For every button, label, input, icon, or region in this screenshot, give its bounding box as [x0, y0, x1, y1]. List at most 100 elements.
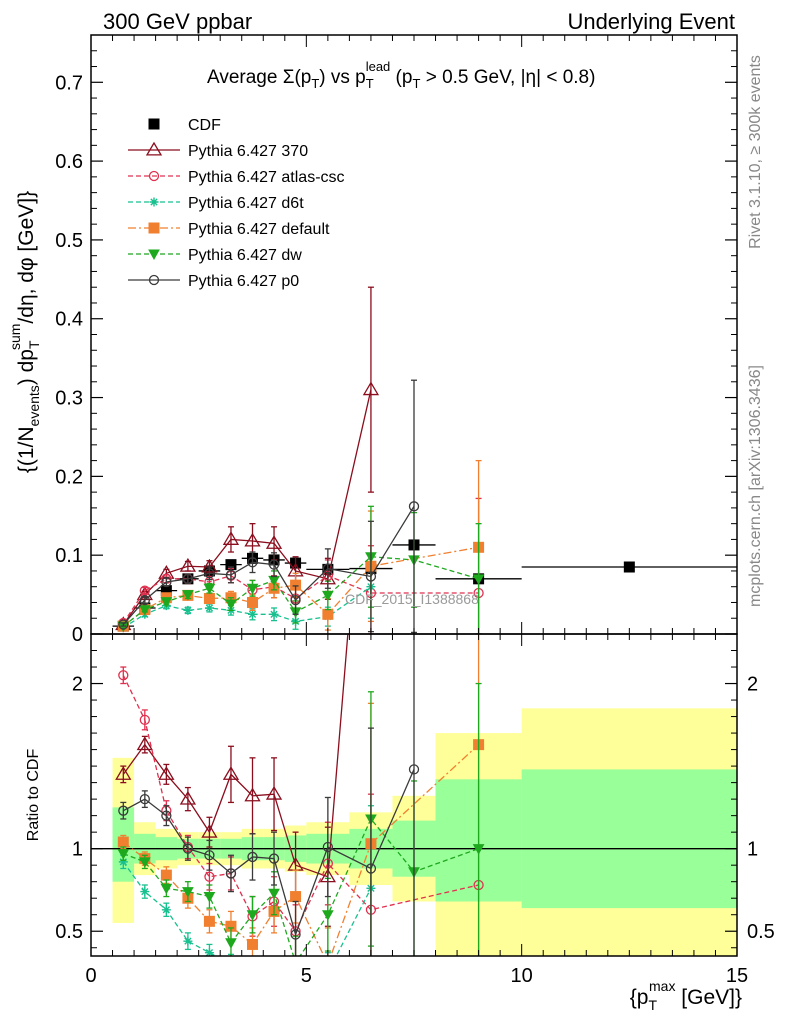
data-point — [183, 936, 193, 946]
data-point — [265, 785, 283, 800]
data-point — [139, 594, 150, 606]
y-tick-label: 0.5 — [55, 230, 83, 252]
ratio-y-tick-label: 1 — [72, 839, 83, 861]
data-point — [265, 535, 283, 549]
main-series-pythia-6-427-370 — [115, 286, 380, 631]
ylabel-part-3: /dη, dφ [GeV]} — [15, 191, 38, 324]
legend-marker — [148, 249, 160, 261]
data-point — [136, 736, 153, 751]
data-point — [291, 959, 301, 968]
ratio-xlabel: {pTmax [GeV]} — [630, 978, 742, 1013]
header-left-label: 300 GeV ppbar — [103, 9, 252, 34]
title-sub-mid: T — [366, 76, 374, 91]
data-point — [139, 714, 150, 726]
data-point — [472, 574, 485, 585]
data-point — [117, 849, 130, 860]
data-point — [118, 857, 128, 867]
legend-item: CDF — [148, 117, 221, 134]
y-tick-label: 0.4 — [55, 309, 83, 331]
ratio-y-tick-label-right: 2 — [747, 674, 758, 696]
legend-item: Pythia 6.427 d6t — [128, 195, 304, 212]
title-sup-mid: lead — [366, 59, 391, 74]
data-point — [362, 381, 380, 396]
data-point — [472, 844, 485, 855]
xlabel-sup-1: max — [649, 978, 675, 994]
main-axes: 0 0.1 0.2 0.3 0.4 0.5 0.6 0.7 — [55, 34, 738, 646]
data-point — [247, 596, 258, 608]
data-point — [179, 557, 197, 572]
legend-label: Pythia 6.427 dw — [188, 247, 302, 264]
legend-marker — [148, 118, 160, 130]
ratio-panel: 0.5 0.5 1 1 2 2 0 5 10 15 Ratio to CDF {pTmax [Ge… — [25, 633, 775, 1013]
data-point — [225, 938, 237, 949]
data-point — [204, 871, 215, 882]
legend-marker — [145, 141, 163, 156]
xlabel-part-2: [GeV]} — [675, 986, 742, 1009]
ylabel-part-1: {(1/N — [15, 426, 38, 473]
data-point — [182, 590, 194, 601]
data-point — [204, 850, 215, 861]
ratio-plot-area — [91, 634, 737, 977]
main-ylabel: {(1/Nevents) dpTsum/dη, dφ [GeV]} — [7, 191, 42, 473]
xlabel-part-1: {p — [630, 986, 649, 1009]
data-point — [268, 559, 280, 570]
data-point — [268, 853, 280, 864]
series-line — [122, 546, 479, 627]
ratio-ylabel: Ratio to CDF — [25, 749, 42, 842]
data-point — [408, 501, 420, 512]
data-point — [179, 790, 197, 805]
y-tick-label: 0 — [72, 624, 83, 646]
data-point — [365, 571, 377, 582]
data-point — [244, 787, 261, 802]
legend-item: Pythia 6.427 dw — [128, 247, 302, 264]
data-point — [408, 764, 420, 775]
main-series-pythia-6-427-d6t — [118, 554, 376, 633]
data-point — [247, 938, 258, 950]
ylabel-part-2: ) dp — [15, 349, 38, 385]
ratio-series-pythia-6-427-p0 — [118, 634, 420, 956]
title-part-tail: (p — [390, 67, 412, 88]
header-right-label: Underlying Event — [567, 9, 735, 34]
data-point — [222, 766, 240, 780]
legend-label: Pythia 6.427 p0 — [188, 273, 299, 290]
legend-item: Pythia 6.427 p0 — [128, 273, 299, 290]
data-point — [203, 593, 215, 605]
legend: CDF Pythia 6.427 370 Pythia 6.427 atlas-cs… — [128, 117, 345, 290]
mcplots-label: mcplots.cern.ch [arXiv:1306.3436] — [747, 365, 764, 607]
data-point — [244, 532, 261, 547]
y-tick-label: 0.7 — [55, 72, 83, 94]
data-point — [322, 841, 334, 853]
data-point — [323, 959, 333, 969]
series-line — [122, 634, 349, 878]
data-point — [226, 960, 235, 969]
data-point — [246, 910, 259, 921]
data-point — [225, 599, 237, 611]
ylabel-sub-1: events — [26, 385, 42, 426]
data-point — [203, 892, 216, 903]
y-tick-label: 0.3 — [55, 388, 83, 410]
data-point — [323, 968, 332, 977]
data-point — [160, 883, 173, 895]
main-panel: 00.10.20.30.40.50.60.7 Average Σ(pT) vs … — [7, 34, 738, 646]
data-point — [161, 810, 172, 821]
title-part-end: > 0.5 GeV, |η| < 0.8) — [420, 67, 595, 88]
data-point — [269, 609, 279, 619]
data-point — [160, 869, 172, 881]
data-point — [115, 766, 132, 780]
ratio-y-tick-label-right: 1 — [747, 839, 758, 861]
data-point — [322, 608, 334, 620]
x-tick-label: 5 — [301, 965, 312, 987]
data-point — [118, 670, 129, 681]
x-tick-label: 0 — [85, 965, 96, 987]
data-point — [247, 851, 258, 863]
data-point — [158, 766, 175, 780]
legend-label: Pythia 6.427 370 — [188, 143, 308, 160]
data-point — [203, 915, 215, 927]
data-point — [290, 891, 302, 903]
data-point — [365, 863, 377, 874]
ratio-y-tick-label-right: 0.5 — [747, 921, 775, 943]
legend-item: Pythia 6.427 atlas-csc — [128, 169, 345, 186]
data-point — [118, 805, 129, 816]
data-point — [290, 929, 301, 940]
data-point — [203, 583, 216, 595]
